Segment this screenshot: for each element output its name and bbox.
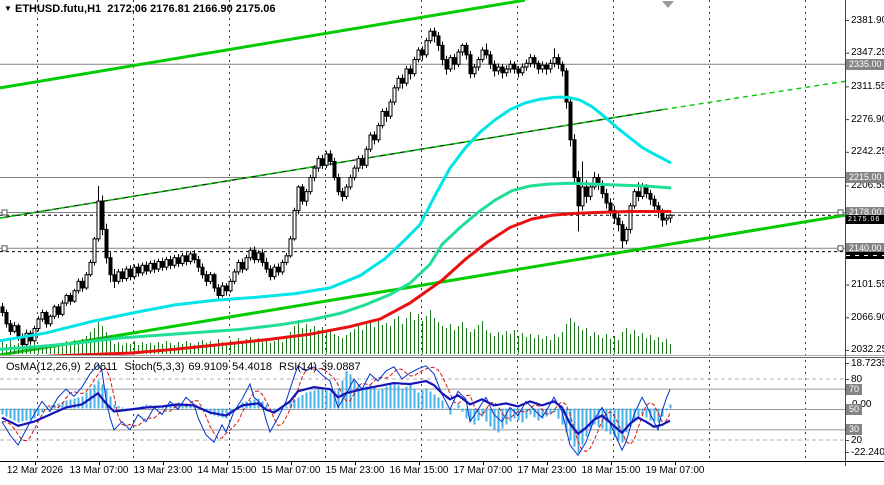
time-axis-label: 13 Mar 23:00 bbox=[133, 465, 193, 476]
ohlc-high: 2176.81 bbox=[150, 3, 190, 15]
price-axis-label: 2347.25 bbox=[851, 47, 884, 59]
price-axis-label: 2311.55 bbox=[851, 80, 884, 92]
ohlc-close: 2175.06 bbox=[235, 3, 276, 15]
volume-bars bbox=[2, 310, 671, 354]
indicator-level-chip: 70 bbox=[846, 383, 863, 395]
time-axis-label: 12 Mar 2026 bbox=[6, 465, 64, 476]
ohlc-low: 2166.90 bbox=[192, 3, 233, 15]
price-axis-label: 2101.55 bbox=[851, 279, 884, 291]
time-axis-label: 19 Mar 07:00 bbox=[645, 465, 705, 476]
time-axis-label: 15 Mar 07:00 bbox=[261, 465, 321, 476]
time-axis-label: 17 Mar 07:00 bbox=[453, 465, 513, 476]
rsi-label: RSI(14) bbox=[279, 361, 317, 373]
time-axis-label: 14 Mar 15:00 bbox=[197, 465, 257, 476]
line-selection-handles bbox=[1, 209, 844, 252]
chart-title: ▼ ETHUSD.futu,H1 2172.06 2176.81 2166.90… bbox=[4, 3, 276, 15]
osma-label: OsMA(12,26,9) bbox=[6, 361, 81, 373]
osma-histogram bbox=[1, 371, 672, 453]
shift-marker-icon bbox=[662, 1, 674, 8]
horizontal-object-lines bbox=[0, 63, 845, 253]
stoch-label: Stoch(5,3,3) bbox=[124, 361, 185, 373]
price-axis-label: 2276.90 bbox=[851, 113, 884, 125]
axes bbox=[0, 0, 884, 466]
time-axis-label: 16 Mar 15:00 bbox=[389, 465, 449, 476]
price-axis-label: 2381.90 bbox=[851, 14, 884, 26]
stoch-main-value: 69.9109 bbox=[188, 361, 229, 373]
ma-slow-red bbox=[46, 210, 672, 355]
collapse-triangle-icon[interactable]: ▼ bbox=[4, 4, 12, 13]
ma-mid-green bbox=[0, 181, 672, 351]
candles bbox=[0, 27, 673, 349]
current-price-chip: 2175.06 bbox=[846, 215, 884, 225]
main-chart bbox=[0, 0, 845, 355]
time-axis-label: 13 Mar 07:00 bbox=[69, 465, 129, 476]
indicator-panel bbox=[0, 363, 845, 457]
price-axis-label: 2032.25 bbox=[851, 344, 884, 356]
time-axis-label: 17 Mar 23:00 bbox=[517, 465, 577, 476]
indicator-level-chip: 50 bbox=[846, 404, 863, 415]
indicator-level-chip: 30 bbox=[846, 424, 863, 436]
price-line-chip: 2215.00 bbox=[846, 172, 884, 184]
price-axis-label: 2066.90 bbox=[851, 311, 884, 323]
indicator-axis-label: 20 bbox=[851, 434, 863, 446]
indicator-axis-label: 18.7235 bbox=[851, 357, 884, 369]
stoch-signal-value: 54.4018 bbox=[232, 361, 272, 373]
price-axis-label: 2242.25 bbox=[851, 146, 884, 158]
time-axis-label: 15 Mar 23:00 bbox=[325, 465, 385, 476]
time-axis-label: 18 Mar 15:00 bbox=[581, 465, 641, 476]
price-line-chip: 2335.00 bbox=[846, 58, 884, 70]
dashed-marker-chip bbox=[846, 251, 884, 259]
indicator-header: OsMA(12,26,9) 2.0611 Stoch(5,3,3) 69.9109 5… bbox=[6, 361, 365, 373]
price-line-chip: 2140.00 bbox=[846, 242, 884, 254]
grid-lines bbox=[37, 0, 806, 461]
ma-fast-cyan bbox=[0, 95, 672, 343]
osma-value: 2.0611 bbox=[84, 361, 118, 373]
indicator-axis-label: 80 bbox=[851, 373, 863, 385]
rsi-line bbox=[1, 379, 671, 436]
moving-averages bbox=[0, 95, 672, 355]
indicator-axis-label: -22.2405 bbox=[851, 446, 884, 458]
ohlc-open: 2172.06 bbox=[107, 3, 148, 15]
price-line-chip: 2178.00 bbox=[846, 206, 884, 218]
price-axis-label: 2206.55 bbox=[851, 179, 884, 191]
symbol-period-label: ETHUSD.futu,H1 bbox=[14, 3, 102, 15]
trendlines bbox=[0, 0, 845, 355]
rsi-value: 39.0887 bbox=[320, 361, 361, 373]
panel-separator bbox=[0, 355, 884, 358]
